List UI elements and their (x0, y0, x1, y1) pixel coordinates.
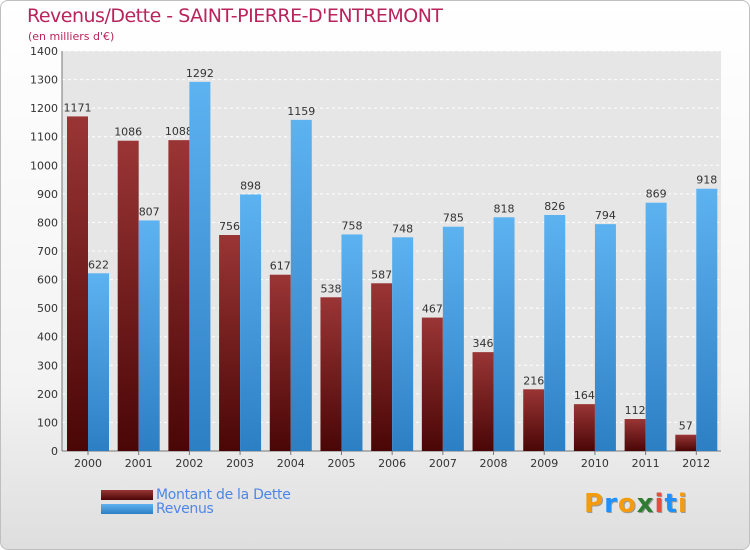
y-tick-label: 1400 (30, 45, 58, 58)
data-label-dette: 1086 (114, 126, 142, 139)
bar-dette (67, 116, 88, 451)
x-tick-label: 2009 (530, 457, 558, 470)
bar-dette (472, 352, 494, 451)
x-tick-label: 2005 (327, 457, 355, 470)
bar-dette (168, 140, 190, 451)
y-tick-label: 1100 (30, 131, 58, 144)
y-tick-label: 300 (37, 359, 58, 372)
data-label-dette: 164 (574, 389, 595, 402)
data-label-revenus: 869 (646, 188, 667, 201)
bar-revenus (645, 202, 667, 451)
legend-label-dette: Montant de la Dette (156, 487, 291, 503)
bar-revenus (189, 81, 211, 451)
x-tick-label: 2001 (125, 457, 153, 470)
bar-revenus (594, 224, 616, 451)
data-label-revenus: 818 (494, 202, 515, 215)
y-tick-label: 1300 (30, 74, 58, 87)
y-tick-label: 1200 (30, 102, 58, 115)
data-label-revenus: 898 (240, 179, 261, 192)
data-label-dette: 216 (523, 374, 544, 387)
proxiti-logo: Proxiti (584, 489, 688, 519)
data-label-dette: 57 (679, 420, 693, 433)
y-tick-label: 100 (37, 416, 58, 429)
data-label-revenus: 918 (696, 174, 717, 187)
legend-label-revenus: Revenus (156, 501, 214, 517)
data-label-dette: 346 (473, 337, 494, 350)
bar-dette (269, 274, 291, 451)
bar-dette (675, 434, 697, 451)
x-tick-label: 2000 (74, 457, 102, 470)
bar-dette (573, 404, 595, 451)
x-tick-label: 2004 (277, 457, 305, 470)
bar-revenus (240, 194, 262, 451)
bar-revenus (88, 273, 109, 451)
bar-revenus (696, 188, 718, 451)
data-label-revenus: 1292 (186, 67, 214, 80)
y-tick-label: 200 (37, 388, 58, 401)
data-label-dette: 112 (625, 404, 646, 417)
data-label-dette: 1171 (64, 101, 92, 114)
x-tick-label: 2006 (378, 457, 406, 470)
bar-dette (523, 389, 545, 451)
data-label-dette: 467 (422, 303, 443, 316)
bar-revenus (138, 220, 160, 451)
bar-dette (117, 140, 139, 451)
data-label-dette: 756 (219, 220, 240, 233)
data-label-revenus: 826 (544, 200, 565, 213)
data-label-dette: 587 (371, 268, 392, 281)
bar-dette (320, 297, 342, 451)
data-label-revenus: 794 (595, 209, 616, 222)
x-tick-label: 2008 (480, 457, 508, 470)
logo-letter: x (636, 489, 655, 519)
data-label-revenus: 622 (88, 258, 109, 271)
bar-revenus (392, 237, 414, 451)
x-tick-label: 2012 (682, 457, 710, 470)
data-label-revenus: 758 (341, 219, 362, 232)
bar-revenus (290, 119, 312, 451)
x-tick-label: 2010 (581, 457, 609, 470)
bar-dette (219, 235, 241, 451)
data-label-dette: 617 (270, 260, 291, 273)
data-label-dette: 538 (320, 282, 341, 295)
logo-letter: i (654, 489, 665, 519)
x-tick-label: 2002 (175, 457, 203, 470)
data-label-revenus: 748 (392, 222, 413, 235)
data-label-revenus: 807 (139, 205, 160, 218)
y-tick-label: 0 (51, 445, 58, 458)
bar-revenus (493, 217, 515, 451)
data-label-dette: 1088 (165, 125, 193, 138)
logo-letter: i (677, 489, 688, 519)
y-tick-label: 600 (37, 274, 58, 287)
chart-subtitle: (en milliers d'€) (28, 30, 115, 43)
y-tick-label: 900 (37, 188, 58, 201)
legend-swatch-dette (101, 490, 153, 500)
y-tick-label: 800 (37, 216, 58, 229)
x-tick-label: 2003 (226, 457, 254, 470)
bar-dette (421, 317, 443, 451)
legend-swatch-revenus (101, 504, 153, 514)
y-tick-label: 400 (37, 331, 58, 344)
y-tick-label: 1000 (30, 159, 58, 172)
logo-letter: r (604, 489, 618, 519)
logo-letter: o (617, 489, 637, 519)
y-tick-label: 500 (37, 302, 58, 315)
data-label-revenus: 785 (443, 212, 464, 225)
bar-revenus (544, 215, 566, 451)
x-tick-label: 2011 (632, 457, 660, 470)
bar-revenus (341, 234, 363, 451)
chart-title: Revenus/Dette - SAINT-PIERRE-D'ENTREMONT (27, 5, 443, 27)
y-tick-label: 700 (37, 245, 58, 258)
bar-dette (371, 283, 393, 451)
bar-revenus (442, 226, 464, 451)
data-label-revenus: 1159 (287, 105, 315, 118)
logo-letter: t (664, 489, 678, 519)
logo-letter: P (584, 489, 605, 519)
bar-dette (624, 419, 646, 451)
x-tick-label: 2007 (429, 457, 457, 470)
